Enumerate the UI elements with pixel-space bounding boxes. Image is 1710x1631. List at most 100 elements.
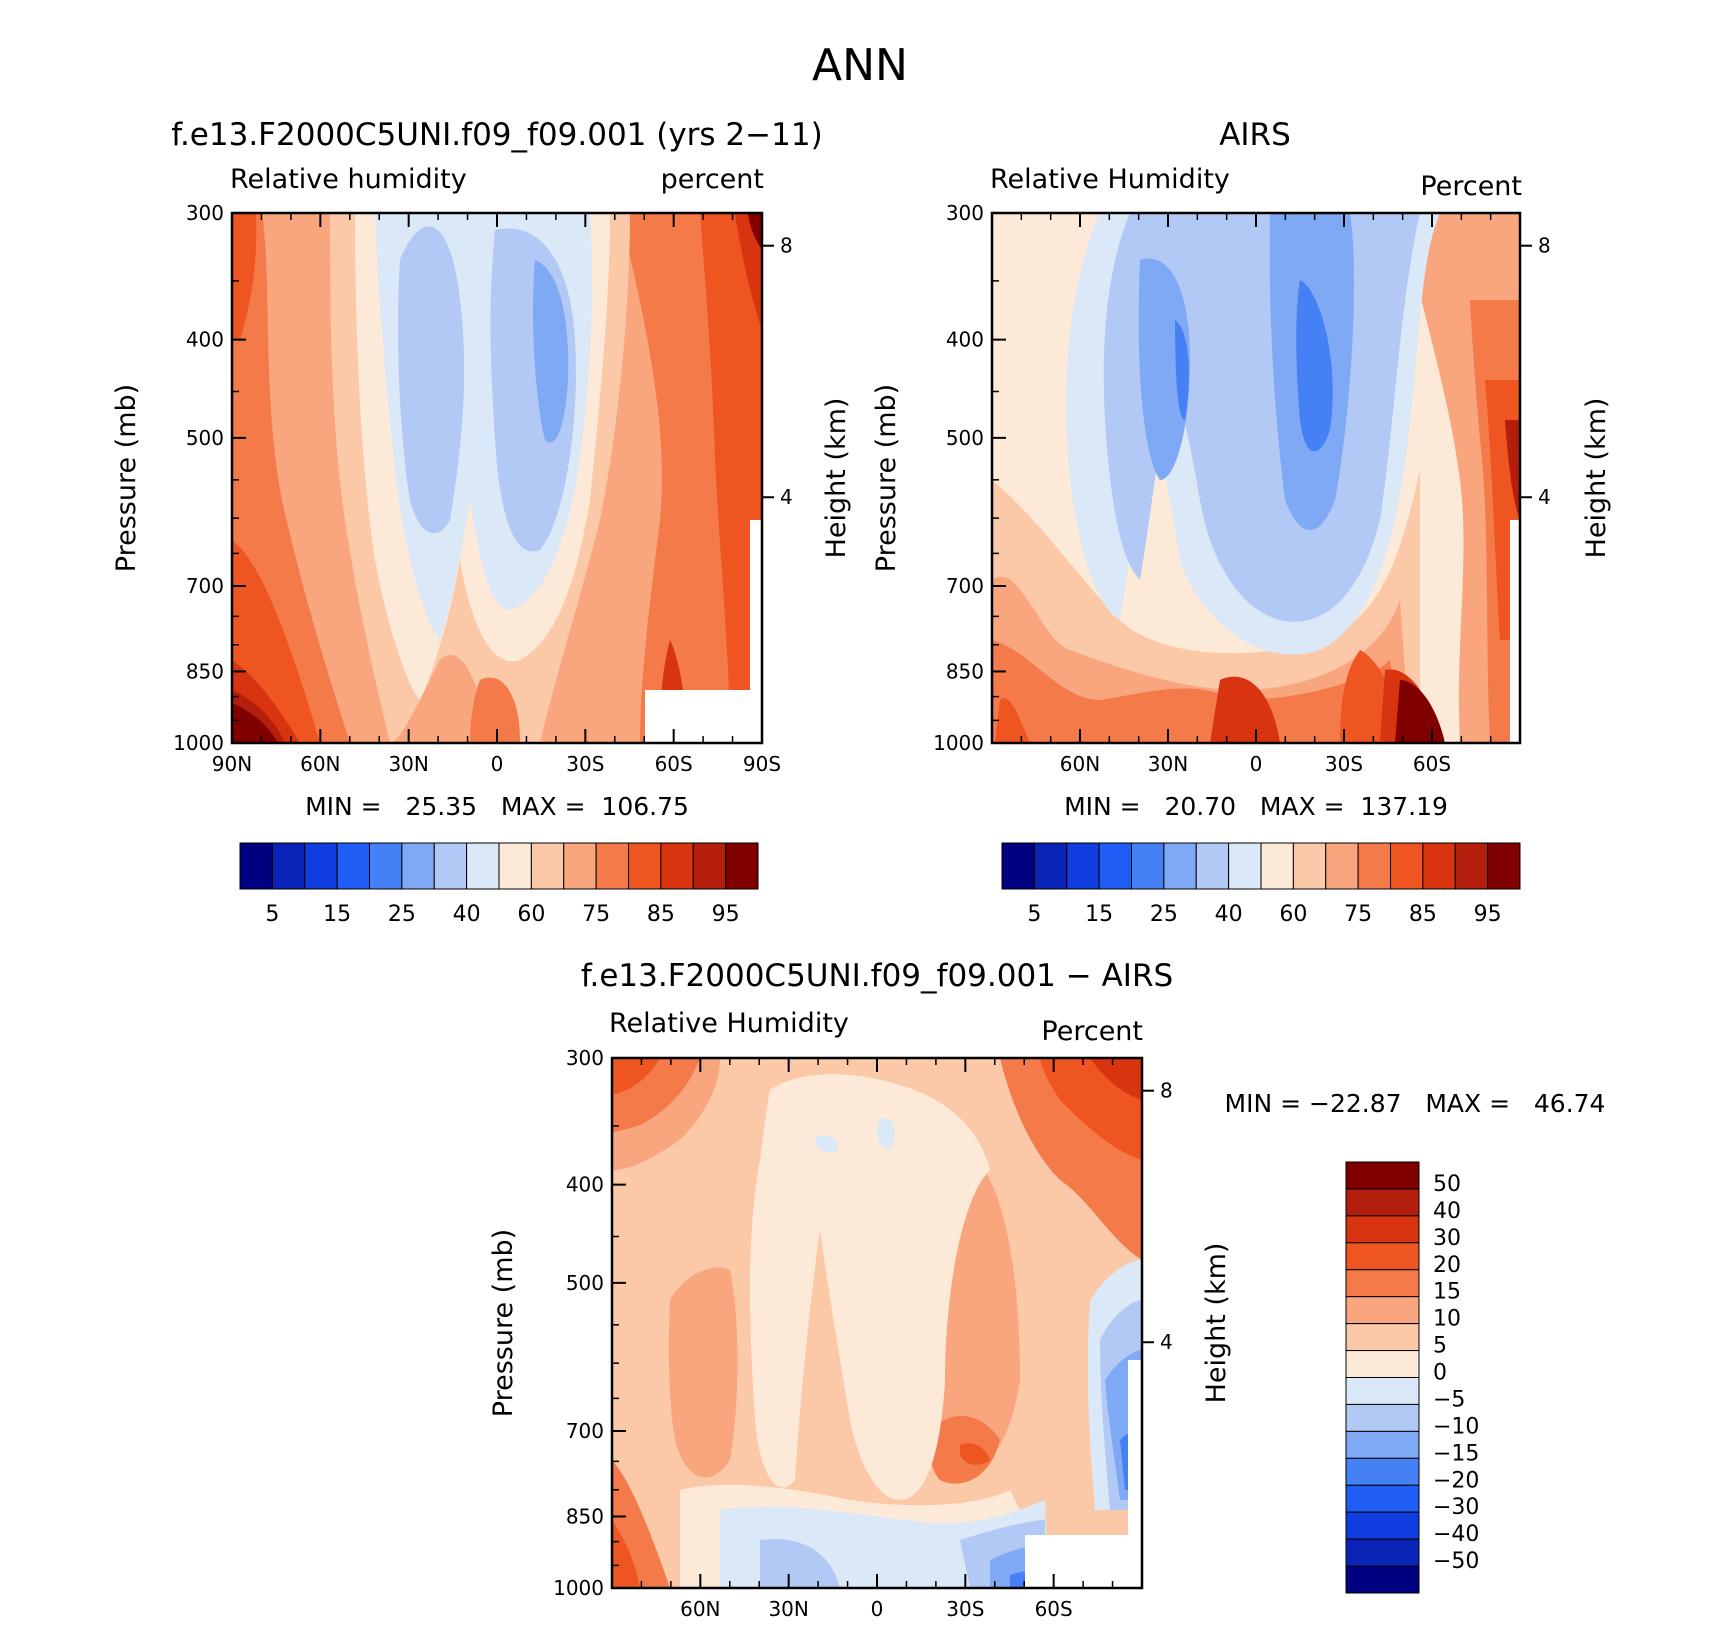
colorbar-swatch bbox=[1163, 842, 1197, 890]
colorbar-label: −40 bbox=[1433, 1522, 1479, 1547]
y-tick-label: 1000 bbox=[933, 731, 984, 755]
colorbar-label: 25 bbox=[1150, 902, 1178, 927]
x-tick-label: 0 bbox=[871, 1597, 884, 1621]
colorbar-swatch bbox=[1345, 1511, 1420, 1540]
x-tick-label: 30S bbox=[1325, 752, 1363, 776]
colorbar-swatch bbox=[1454, 842, 1489, 890]
y-tick-label: 1000 bbox=[173, 731, 224, 755]
colorbar-label: 5 bbox=[1433, 1334, 1447, 1359]
y2-tick-label: 8 bbox=[1160, 1079, 1173, 1103]
colorbar-swatch bbox=[692, 842, 727, 890]
y-tick-label: 850 bbox=[946, 659, 984, 683]
colorbar: 5 15 25 40 60 75 85 95 bbox=[239, 842, 759, 927]
colorbar-swatch bbox=[595, 842, 629, 890]
min-max-label: MIN = −22.87 MAX = 46.74 bbox=[1225, 1089, 1606, 1118]
colorbar-swatch bbox=[401, 842, 435, 890]
y-tick-label: 700 bbox=[946, 574, 984, 598]
axes: 300 400 500 700 850 1000 8 4 90N 60N 30N 0 30S 60S 90S bbox=[173, 201, 793, 776]
colorbar-swatch bbox=[1422, 842, 1456, 890]
colorbar-swatch bbox=[1345, 1457, 1420, 1486]
colorbar-label: 75 bbox=[582, 902, 610, 927]
x-tick-label: 60N bbox=[680, 1597, 720, 1621]
colorbar-swatch bbox=[1357, 842, 1391, 890]
min-max-label: MIN = 25.35 MAX = 106.75 bbox=[305, 792, 689, 821]
colorbar-swatch bbox=[1131, 842, 1165, 890]
units-label: Percent bbox=[1420, 171, 1522, 202]
colorbar-label: −5 bbox=[1433, 1387, 1465, 1412]
colorbar-swatch bbox=[1325, 842, 1359, 890]
colorbar-swatch bbox=[271, 842, 306, 890]
panel-title: f.e13.F2000C5UNI.f09_f09.001 (yrs 2−11) bbox=[171, 117, 822, 153]
y-tick-label: 300 bbox=[186, 201, 224, 225]
season-title: ANN bbox=[812, 40, 908, 91]
colorbar-swatch bbox=[1345, 1215, 1420, 1244]
y-axis-label: Pressure (mb) bbox=[871, 384, 902, 572]
colorbar-label: 25 bbox=[388, 902, 416, 927]
colorbar-label: 30 bbox=[1433, 1226, 1461, 1251]
panel-title: AIRS bbox=[1219, 117, 1291, 153]
colorbar-swatch bbox=[1487, 842, 1521, 890]
panel-model: f.e13.F2000C5UNI.f09_f09.001 (yrs 2−11) … bbox=[111, 117, 852, 927]
contour-field bbox=[232, 213, 762, 743]
colorbar-swatch bbox=[1345, 1430, 1420, 1459]
colorbar-swatch bbox=[369, 842, 403, 890]
colorbar-swatch bbox=[1345, 1403, 1420, 1432]
colorbar-swatch bbox=[725, 842, 759, 890]
colorbar-swatch bbox=[1345, 1350, 1420, 1378]
x-tick-label: 30N bbox=[388, 752, 428, 776]
colorbar-label: 15 bbox=[1085, 902, 1113, 927]
x-tick-label: 30S bbox=[566, 752, 604, 776]
units-label: percent bbox=[661, 164, 764, 195]
x-tick-label: 90N bbox=[212, 752, 252, 776]
colorbar-swatch bbox=[1033, 842, 1068, 890]
colorbar-label: −15 bbox=[1433, 1441, 1479, 1466]
variable-label: Relative Humidity bbox=[990, 164, 1230, 195]
colorbar-label: 15 bbox=[323, 902, 351, 927]
colorbar-label: 60 bbox=[1279, 902, 1307, 927]
colorbar-swatch bbox=[1345, 1161, 1420, 1190]
y-tick-label: 500 bbox=[566, 1271, 604, 1295]
colorbar-label: 85 bbox=[647, 902, 675, 927]
x-tick-label: 60N bbox=[300, 752, 340, 776]
y2-axis-label: Height (km) bbox=[1201, 1243, 1232, 1404]
y2-tick-label: 8 bbox=[1538, 234, 1551, 258]
units-label: Percent bbox=[1041, 1016, 1143, 1047]
x-tick-label: 60S bbox=[1035, 1597, 1073, 1621]
colorbar-label: 5 bbox=[265, 902, 279, 927]
x-tick-label: 60S bbox=[1413, 752, 1451, 776]
colorbar-swatch bbox=[498, 842, 532, 890]
y-axis-label: Pressure (mb) bbox=[488, 1229, 519, 1417]
colorbar-swatch bbox=[1195, 842, 1230, 890]
colorbar-swatch bbox=[628, 842, 662, 890]
colorbar-label: −20 bbox=[1433, 1468, 1479, 1493]
x-tick-label: 0 bbox=[1250, 752, 1263, 776]
y2-axis-label: Height (km) bbox=[821, 398, 852, 559]
x-tick-label: 60S bbox=[655, 752, 693, 776]
axes: 300 400 500 700 850 1000 8 4 60N 30N 0 30S 60S bbox=[933, 201, 1551, 776]
colorbar-swatch bbox=[336, 842, 370, 890]
x-tick-label: 60N bbox=[1060, 752, 1100, 776]
colorbar-label: 85 bbox=[1409, 902, 1437, 927]
y-tick-label: 700 bbox=[186, 574, 224, 598]
y-tick-label: 300 bbox=[566, 1046, 604, 1070]
colorbar-swatch bbox=[239, 842, 273, 890]
y-tick-label: 500 bbox=[186, 426, 224, 450]
colorbar-label: 0 bbox=[1433, 1361, 1447, 1386]
y-tick-label: 850 bbox=[186, 659, 224, 683]
colorbar-swatch bbox=[1001, 842, 1035, 890]
axes: 300 400 500 700 850 1000 8 4 60N 30N 0 30S 60S bbox=[553, 1046, 1173, 1621]
y-tick-label: 400 bbox=[186, 328, 224, 352]
y2-axis-label: Height (km) bbox=[1581, 398, 1612, 559]
y2-tick-label: 4 bbox=[1538, 485, 1551, 509]
y2-tick-label: 4 bbox=[1160, 1330, 1173, 1354]
colorbar-label: 60 bbox=[517, 902, 545, 927]
colorbar-swatch bbox=[1390, 842, 1424, 890]
colorbar-swatch bbox=[1345, 1188, 1420, 1217]
colorbar-label: 95 bbox=[1474, 902, 1502, 927]
y-tick-label: 500 bbox=[946, 426, 984, 450]
colorbar-swatch bbox=[1228, 842, 1262, 890]
y-tick-label: 850 bbox=[566, 1504, 604, 1528]
y2-tick-label: 8 bbox=[780, 234, 793, 258]
colorbar-label: 15 bbox=[1433, 1280, 1461, 1305]
